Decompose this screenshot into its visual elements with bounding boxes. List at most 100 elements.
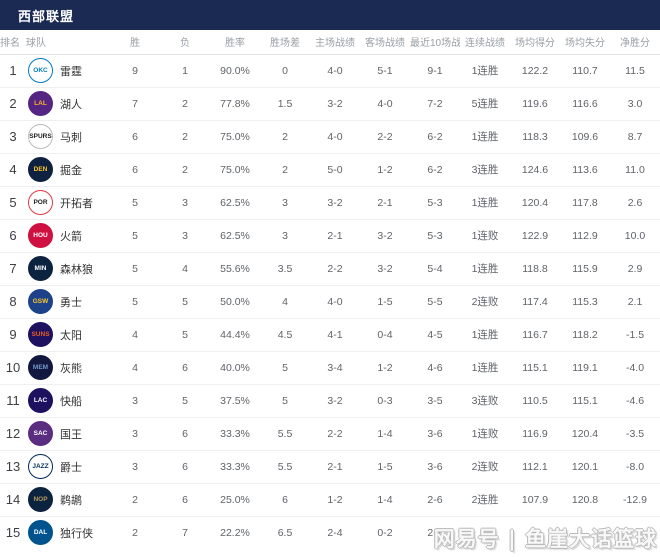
gb-cell: 4 — [260, 285, 310, 319]
away-record-cell: 1-5 — [360, 450, 410, 484]
team-name[interactable]: 灰熊 — [60, 362, 82, 375]
losses-cell: 5 — [160, 384, 210, 418]
table-row[interactable]: 13 JAZZ 爵士 3 6 33.3% 5.5 2-1 1-5 3-6 2连败… — [0, 450, 660, 484]
pct-cell: 62.5% — [210, 186, 260, 220]
rank-cell: 2 — [0, 87, 26, 121]
team-name[interactable]: 太阳 — [60, 329, 82, 342]
rank-cell: 7 — [0, 252, 26, 286]
away-record-cell: 1-5 — [360, 285, 410, 319]
oppg-cell — [560, 516, 610, 549]
table-row[interactable]: 2 LAL 湖人 7 2 77.8% 1.5 3-2 4-0 7-2 5连胜 1… — [0, 87, 660, 121]
oppg-cell: 119.1 — [560, 351, 610, 385]
table-row[interactable]: 5 POR 开拓者 5 3 62.5% 3 3-2 2-1 5-3 1连胜 12… — [0, 186, 660, 220]
wins-cell: 6 — [110, 153, 160, 187]
table-row[interactable]: 9 SUNS 太阳 4 5 44.4% 4.5 4-1 0-4 4-5 1连胜 … — [0, 318, 660, 352]
team-name[interactable]: 快船 — [60, 395, 82, 408]
oppg-cell: 116.6 — [560, 87, 610, 121]
wins-cell: 3 — [110, 417, 160, 451]
team-name[interactable]: 开拓者 — [60, 197, 93, 210]
table-row[interactable]: 4 DEN 掘金 6 2 75.0% 2 5-0 1-2 6-2 3连胜 124… — [0, 153, 660, 187]
gb-cell: 5.5 — [260, 417, 310, 451]
table-row[interactable]: 6 HOU 火箭 5 3 62.5% 3 2-1 3-2 5-3 1连败 122… — [0, 219, 660, 253]
team-name[interactable]: 火箭 — [60, 230, 82, 243]
team-name[interactable]: 雷霆 — [60, 65, 82, 78]
team-logo-dal-icon: DAL — [28, 520, 53, 546]
losses-cell: 5 — [160, 318, 210, 352]
last10-record-cell: 3-6 — [410, 417, 460, 451]
team-name[interactable]: 湖人 — [60, 98, 82, 111]
team-name[interactable]: 勇士 — [60, 296, 82, 309]
last10-record-cell: 5-3 — [410, 219, 460, 253]
last10-record-cell: 5-4 — [410, 252, 460, 286]
oppg-cell: 120.4 — [560, 417, 610, 451]
wins-cell: 9 — [110, 54, 160, 88]
rank-cell: 10 — [0, 351, 26, 385]
team-name[interactable]: 爵士 — [60, 461, 82, 474]
gb-cell: 2 — [260, 120, 310, 154]
table-row[interactable]: 8 GSW 勇士 5 5 50.0% 4 4-0 1-5 5-5 2连败 117… — [0, 285, 660, 319]
team-name[interactable]: 掘金 — [60, 164, 82, 177]
gb-cell: 4.5 — [260, 318, 310, 352]
table-row[interactable]: 15 DAL 独行侠 2 7 22.2% 6.5 2-4 0-2 2-7 — [0, 516, 660, 549]
diff-cell: 2.1 — [610, 285, 660, 319]
home-record-cell: 1-2 — [310, 483, 360, 517]
col-header-rank: 排名 — [0, 30, 26, 55]
team-cell: SUNS 太阳 — [26, 318, 110, 352]
table-row[interactable]: 1 OKC 雷霆 9 1 90.0% 0 4-0 5-1 9-1 1连胜 122… — [0, 54, 660, 88]
ppg-cell: 120.4 — [510, 186, 560, 220]
team-cell: POR 开拓者 — [26, 186, 110, 220]
team-name[interactable]: 鹈鹕 — [60, 494, 82, 507]
table-row[interactable]: 10 MEM 灰熊 4 6 40.0% 5 3-4 1-2 4-6 1连胜 11… — [0, 351, 660, 385]
team-name[interactable]: 独行侠 — [60, 527, 93, 540]
losses-cell: 2 — [160, 87, 210, 121]
table-header-row: 排名 球队 胜 负 胜率 胜场差 主场战绩 客场战绩 最近10场战绩 连续战绩 … — [0, 30, 660, 55]
table-row[interactable]: 7 MIN 森林狼 5 4 55.6% 3.5 2-2 3-2 5-4 1连胜 … — [0, 252, 660, 286]
col-header-last10: 最近10场战绩 — [410, 30, 460, 55]
pct-cell: 22.2% — [210, 516, 260, 549]
ppg-cell: 110.5 — [510, 384, 560, 418]
away-record-cell: 2-2 — [360, 120, 410, 154]
away-record-cell: 1-4 — [360, 483, 410, 517]
col-header-gb: 胜场差 — [260, 30, 310, 55]
last10-record-cell: 4-5 — [410, 318, 460, 352]
home-record-cell: 2-1 — [310, 219, 360, 253]
diff-cell: 11.0 — [610, 153, 660, 187]
pct-cell: 77.8% — [210, 87, 260, 121]
team-cell: OKC 雷霆 — [26, 54, 110, 88]
team-cell: LAL 湖人 — [26, 87, 110, 121]
diff-cell: 8.7 — [610, 120, 660, 154]
team-name[interactable]: 国王 — [60, 428, 82, 441]
team-logo-min-icon: MIN — [28, 256, 53, 281]
last10-record-cell: 5-5 — [410, 285, 460, 319]
team-name[interactable]: 马刺 — [60, 131, 82, 144]
col-header-diff: 净胜分 — [610, 30, 660, 55]
table-row[interactable]: 14 NOP 鹈鹕 2 6 25.0% 6 1-2 1-4 2-6 2连胜 10… — [0, 483, 660, 517]
streak-cell: 1连败 — [460, 219, 510, 253]
col-header-streak: 连续战绩 — [460, 30, 510, 55]
pct-cell: 25.0% — [210, 483, 260, 517]
oppg-cell: 110.7 — [560, 54, 610, 88]
col-header-pct: 胜率 — [210, 30, 260, 55]
last10-record-cell: 9-1 — [410, 54, 460, 88]
last10-record-cell: 2-6 — [410, 483, 460, 517]
table-row[interactable]: 11 LAC 快船 3 5 37.5% 5 3-2 0-3 3-5 3连败 11… — [0, 384, 660, 418]
diff-cell: 2.6 — [610, 186, 660, 220]
team-name[interactable]: 森林狼 — [60, 263, 93, 276]
table-row[interactable]: 3 SPURS 马刺 6 2 75.0% 2 4-0 2-2 6-2 1连胜 1… — [0, 120, 660, 154]
streak-cell: 1连胜 — [460, 252, 510, 286]
pct-cell: 75.0% — [210, 153, 260, 187]
diff-cell: 3.0 — [610, 87, 660, 121]
ppg-cell: 118.3 — [510, 120, 560, 154]
panel-title: 西部联盟 — [18, 8, 75, 24]
gb-cell: 5.5 — [260, 450, 310, 484]
team-cell: JAZZ 爵士 — [26, 450, 110, 484]
team-logo-hou-icon: HOU — [28, 223, 53, 248]
table-row[interactable]: 12 SAC 国王 3 6 33.3% 5.5 2-2 1-4 3-6 1连败 … — [0, 417, 660, 451]
ppg-cell: 107.9 — [510, 483, 560, 517]
losses-cell: 1 — [160, 54, 210, 88]
pct-cell: 44.4% — [210, 318, 260, 352]
rank-cell: 8 — [0, 285, 26, 319]
col-header-losses: 负 — [160, 30, 210, 55]
rank-cell: 3 — [0, 120, 26, 154]
home-record-cell: 4-0 — [310, 285, 360, 319]
